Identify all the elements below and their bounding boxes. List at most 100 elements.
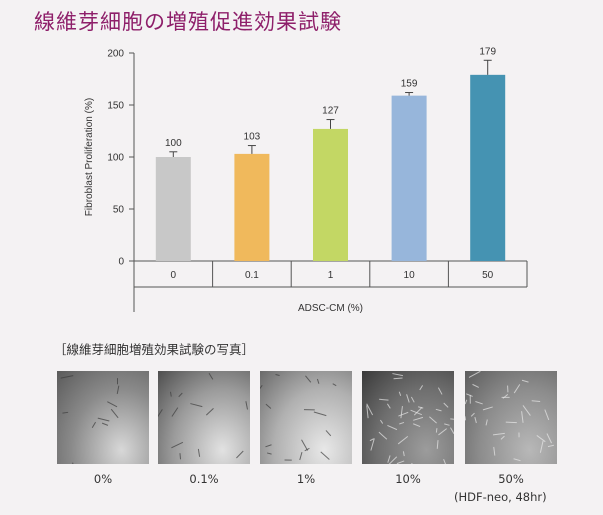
cell-photo-5 (465, 371, 557, 464)
cell-mark (469, 371, 480, 377)
cell-photo-2 (158, 371, 250, 464)
cell-mark (190, 404, 202, 407)
cell-mark (317, 379, 318, 384)
cell-mark (401, 406, 403, 418)
cell-mark (413, 417, 423, 420)
cell-mark (444, 459, 449, 464)
cell-mark (260, 385, 262, 393)
cell-texture (57, 371, 149, 464)
y-tick-label: 0 (118, 257, 124, 268)
cell-mark (473, 384, 479, 387)
data-label: 159 (401, 79, 418, 90)
cell-mark (380, 420, 382, 424)
cell-mark (265, 445, 271, 447)
cell-mark (398, 436, 408, 444)
cell-mark (438, 388, 442, 395)
cell-mark (171, 392, 172, 397)
cell-mark (379, 432, 387, 439)
cell-mark (394, 378, 403, 379)
cell-mark (302, 440, 308, 451)
cell-mark (537, 435, 546, 441)
cell-mark (180, 453, 181, 459)
cell-mark (267, 453, 271, 454)
cell-mark (209, 373, 213, 379)
bar-10 (392, 96, 427, 261)
cell-mark (450, 419, 454, 420)
cell-mark (171, 442, 182, 447)
photo-caption: 1% (260, 472, 352, 486)
cell-mark (62, 412, 68, 413)
cell-mark (158, 409, 162, 417)
x-tick-label: 0 (171, 270, 177, 281)
cell-mark (514, 459, 521, 461)
cell-mark (418, 407, 423, 408)
x-tick-label: 50 (482, 270, 494, 281)
cell-mark (370, 439, 374, 441)
cell-mark (545, 410, 549, 420)
cell-mark (436, 428, 437, 432)
bar-50 (470, 75, 505, 261)
bar-1 (313, 129, 348, 261)
y-tick-label: 150 (107, 101, 124, 112)
cell-mark (486, 420, 487, 426)
cell-mark (399, 422, 404, 424)
x-tick-label: 0.1 (245, 270, 259, 281)
cell-mark (438, 429, 446, 435)
photo-caption: 0.1% (158, 472, 250, 486)
cell-mark (236, 451, 243, 458)
cell-mark (379, 399, 388, 400)
cell-mark (266, 404, 271, 408)
cell-mark (411, 397, 414, 402)
cell-mark (471, 413, 474, 416)
cell-mark (411, 410, 422, 414)
cell-mark (326, 430, 331, 435)
x-tick-label: 1 (328, 270, 334, 281)
cell-mark (483, 407, 493, 410)
cell-mark (111, 409, 118, 418)
cell-mark (429, 417, 436, 423)
y-axis-label: Fibroblast Proliferation (%) (84, 98, 95, 216)
cell-mark (522, 380, 528, 382)
cell-mark (514, 384, 520, 393)
cell-mark (466, 394, 472, 397)
x-axis-label: ADSC-CM (%) (298, 303, 363, 314)
cell-mark (179, 393, 183, 397)
data-label: 103 (244, 132, 261, 143)
cell-mark (540, 441, 543, 453)
cell-mark (532, 401, 540, 402)
bar-0.1 (234, 154, 269, 261)
cell-mark (494, 447, 495, 456)
cell-mark (102, 423, 108, 425)
cell-mark (321, 452, 330, 460)
cell-mark (475, 417, 477, 423)
cell-mark (92, 422, 95, 428)
data-label: 179 (479, 46, 496, 57)
cell-mark (300, 452, 302, 460)
cell-mark (444, 403, 448, 407)
data-label: 100 (165, 138, 182, 149)
cell-mark (501, 436, 505, 439)
cell-mark (413, 424, 420, 427)
cell-mark (387, 425, 397, 429)
cell-photo-3 (260, 371, 352, 464)
cell-mark (387, 404, 390, 409)
cell-mark (276, 374, 280, 375)
cell-mark (98, 418, 110, 421)
x-tick-label: 10 (404, 270, 416, 281)
cell-mark (399, 392, 400, 396)
photo-caption: 0% (57, 472, 149, 486)
cell-mark (206, 408, 213, 415)
cell-photo-4 (362, 371, 454, 464)
cell-mark (465, 416, 466, 420)
cell-mark (117, 386, 119, 394)
y-tick-label: 50 (113, 205, 125, 216)
cell-mark (398, 412, 408, 416)
cell-mark (305, 376, 310, 382)
cell-mark (314, 412, 326, 416)
photo-caption: 50% (465, 472, 557, 486)
cell-mark (388, 455, 390, 462)
cell-mark (523, 405, 530, 415)
cell-mark (493, 433, 505, 434)
